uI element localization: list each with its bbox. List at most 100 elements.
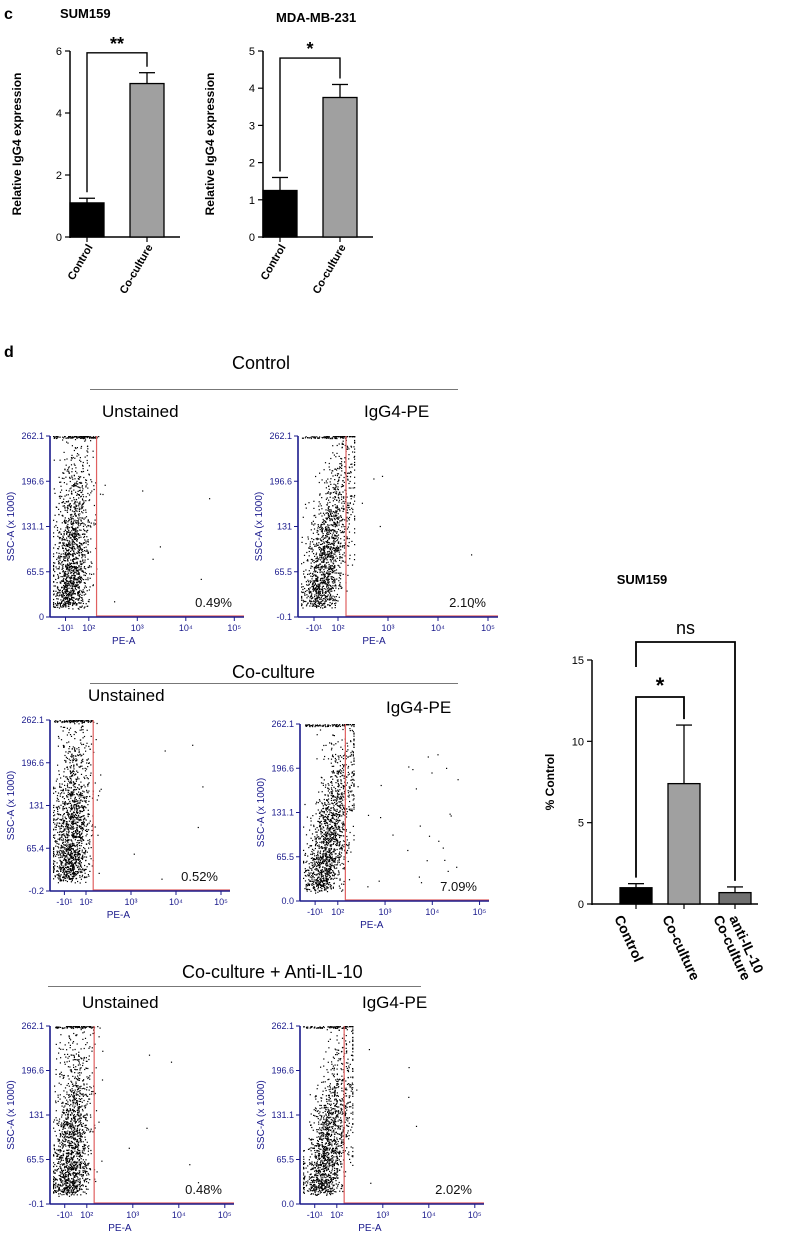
x-tick-label: Co-culture xyxy=(311,243,349,297)
flow-y-tick-label: 196.6 xyxy=(21,1066,44,1076)
flow-y-tick-label: 131 xyxy=(29,801,44,811)
y-tick-label: 2 xyxy=(56,170,62,182)
flow-y-tick-label: 131.1 xyxy=(271,1110,294,1120)
flow-y-tick-label: 196.6 xyxy=(271,1066,294,1076)
flow-y-axis-label: SSC-A (x 1000) xyxy=(256,778,267,847)
flow-y-tick-label: 131 xyxy=(29,1110,44,1120)
flow-x-tick-label: -10¹ xyxy=(58,623,74,633)
flow-x-tick-label: -10¹ xyxy=(307,1210,323,1220)
flow-x-tick-label: 10⁴ xyxy=(422,1210,436,1220)
panel-c-letter: c xyxy=(4,6,13,23)
plot-subtitle: IgG4-PE xyxy=(362,993,428,1012)
flow-y-tick-label: 262.1 xyxy=(269,431,292,441)
flow-y-axis-label: SSC-A (x 1000) xyxy=(6,492,17,561)
flow-plot-anti-il-10-igg4-pe: 262.1 196.6 131.1 65.5 0.0 -10¹ 10² 10³ 10⁴ 10⁵ PE… xyxy=(256,1021,484,1234)
significance-label: ns xyxy=(676,618,695,638)
flow-y-tick-label: 131.1 xyxy=(271,808,294,818)
flow-y-tick-label: 196.6 xyxy=(21,758,44,768)
sum159-relative-igg4-chart: SUM159 0 2 4 6 Relative IgG4 expression Contro… xyxy=(10,6,180,296)
flow-x-tick-label: 10⁵ xyxy=(481,623,495,633)
panel-d-letter: d xyxy=(4,344,14,361)
flow-y-tick-label: 262.1 xyxy=(21,715,44,725)
flow-x-tick-label: 10³ xyxy=(131,623,144,633)
flow-y-tick-label: 65.5 xyxy=(276,1155,294,1165)
flow-y-tick-label: 131 xyxy=(277,522,292,532)
flow-x-tick-label: 10² xyxy=(331,623,344,633)
group-divider xyxy=(90,683,458,684)
flow-y-tick-label: -0.1 xyxy=(276,612,292,622)
event-dots xyxy=(53,720,204,884)
y-axis-label: % Control xyxy=(543,754,557,811)
flow-y-tick-label: 262.1 xyxy=(21,1021,44,1031)
group-title-co-culture: Co-culture xyxy=(232,662,316,682)
panel-c-bar-charts: SUM159 0 2 4 6 Relative IgG4 expression Contro… xyxy=(10,6,373,296)
flow-plot-co-culture-unstained: 262.1 196.6 131 65.4 -0.2 -10¹ 10² 10³ 10⁴ 10⁵ PE-… xyxy=(6,715,230,921)
flow-x-tick-label: -10¹ xyxy=(307,907,323,917)
y-tick-label: 4 xyxy=(249,83,255,95)
flow-x-axis-label: PE-A xyxy=(108,1223,132,1234)
bar xyxy=(718,891,752,905)
bar xyxy=(129,82,165,238)
y-tick-label: 0 xyxy=(249,232,255,244)
flow-x-axis-label: PE-A xyxy=(107,910,131,921)
flow-y-tick-label: 0.0 xyxy=(281,1199,294,1209)
flow-y-tick-label: -0.1 xyxy=(28,1199,44,1209)
flow-x-tick-label: 10³ xyxy=(381,623,394,633)
x-tick-label: Co-culture xyxy=(659,913,703,980)
flow-y-axis-label: SSC-A (x 1000) xyxy=(6,771,17,840)
flow-y-tick-label: 262.1 xyxy=(21,431,44,441)
flow-y-tick-label: 65.5 xyxy=(26,567,44,577)
flow-x-axis-label: PE-A xyxy=(358,1223,382,1234)
flow-y-tick-label: 65.5 xyxy=(276,852,294,862)
y-tick-label: 2 xyxy=(249,158,255,170)
flow-plot-control-igg4-pe: 262.1 196.6 131 65.5 -0.1 -10¹ 10² 10³ 10⁴ 10⁵ PE-… xyxy=(254,431,498,647)
flow-x-tick-label: 10³ xyxy=(379,907,392,917)
x-tick-label: Control xyxy=(66,243,96,283)
y-tick-label: 3 xyxy=(249,120,255,132)
y-tick-label: 0 xyxy=(578,899,584,911)
flow-x-tick-label: -10¹ xyxy=(57,1210,73,1220)
flow-y-tick-label: 0.0 xyxy=(281,896,294,906)
significance-label: * xyxy=(306,39,313,59)
plot-subtitle: Unstained xyxy=(82,993,159,1012)
bar xyxy=(69,202,105,238)
y-axis-label: Relative IgG4 expression xyxy=(10,73,24,216)
flow-plot-control-unstained: 262.1 196.6 131.1 65.5 0 -10¹ 10² 10³ 10⁴ 10⁵ PE-A… xyxy=(6,431,244,647)
flow-x-tick-label: 10⁵ xyxy=(227,623,241,633)
flow-x-axis-label: PE-A xyxy=(112,636,136,647)
flow-x-tick-label: 10³ xyxy=(126,1210,139,1220)
event-dots xyxy=(53,436,211,610)
significance-bracket xyxy=(635,696,685,878)
event-dots xyxy=(303,1026,418,1196)
group-divider xyxy=(90,389,458,390)
y-axis-label: Relative IgG4 expression xyxy=(203,73,217,216)
flow-y-tick-label: 65.5 xyxy=(26,1155,44,1165)
flow-y-axis-label: SSC-A (x 1000) xyxy=(6,1080,17,1149)
x-tick-label: Co-culture xyxy=(118,243,156,297)
flow-x-tick-label: 10² xyxy=(79,897,92,907)
flow-y-axis-label: SSC-A (x 1000) xyxy=(256,1080,267,1149)
event-dots xyxy=(301,436,474,609)
significance-label: ** xyxy=(110,34,124,54)
event-dots xyxy=(53,1026,200,1197)
gate-percentage: 0.49% xyxy=(195,595,232,610)
flow-x-tick-label: 10² xyxy=(82,623,95,633)
flow-x-tick-label: 10³ xyxy=(376,1210,389,1220)
flow-x-axis-label: PE-A xyxy=(362,636,386,647)
flow-y-tick-label: 131.1 xyxy=(21,522,44,532)
flow-x-tick-label: 10⁴ xyxy=(425,907,439,917)
y-tick-label: 15 xyxy=(572,655,584,667)
flow-x-tick-label: 10² xyxy=(330,1210,343,1220)
flow-x-tick-label: 10² xyxy=(80,1210,93,1220)
flow-y-tick-label: 0 xyxy=(39,612,44,622)
flow-x-tick-label: 10⁴ xyxy=(172,1210,186,1220)
flow-y-tick-label: 262.1 xyxy=(271,1021,294,1031)
flow-x-tick-label: -10¹ xyxy=(306,623,322,633)
flow-x-tick-label: 10⁵ xyxy=(468,1210,482,1220)
flow-x-tick-label: 10⁴ xyxy=(169,897,183,907)
y-tick-label: 10 xyxy=(572,736,584,748)
mda-mb-231-relative-igg4-chart: MDA-MB-231 0 1 2 3 4 5 Relative IgG4 expression… xyxy=(203,10,373,296)
flow-y-tick-label: -0.2 xyxy=(28,886,44,896)
plot-subtitle: Unstained xyxy=(88,686,165,705)
